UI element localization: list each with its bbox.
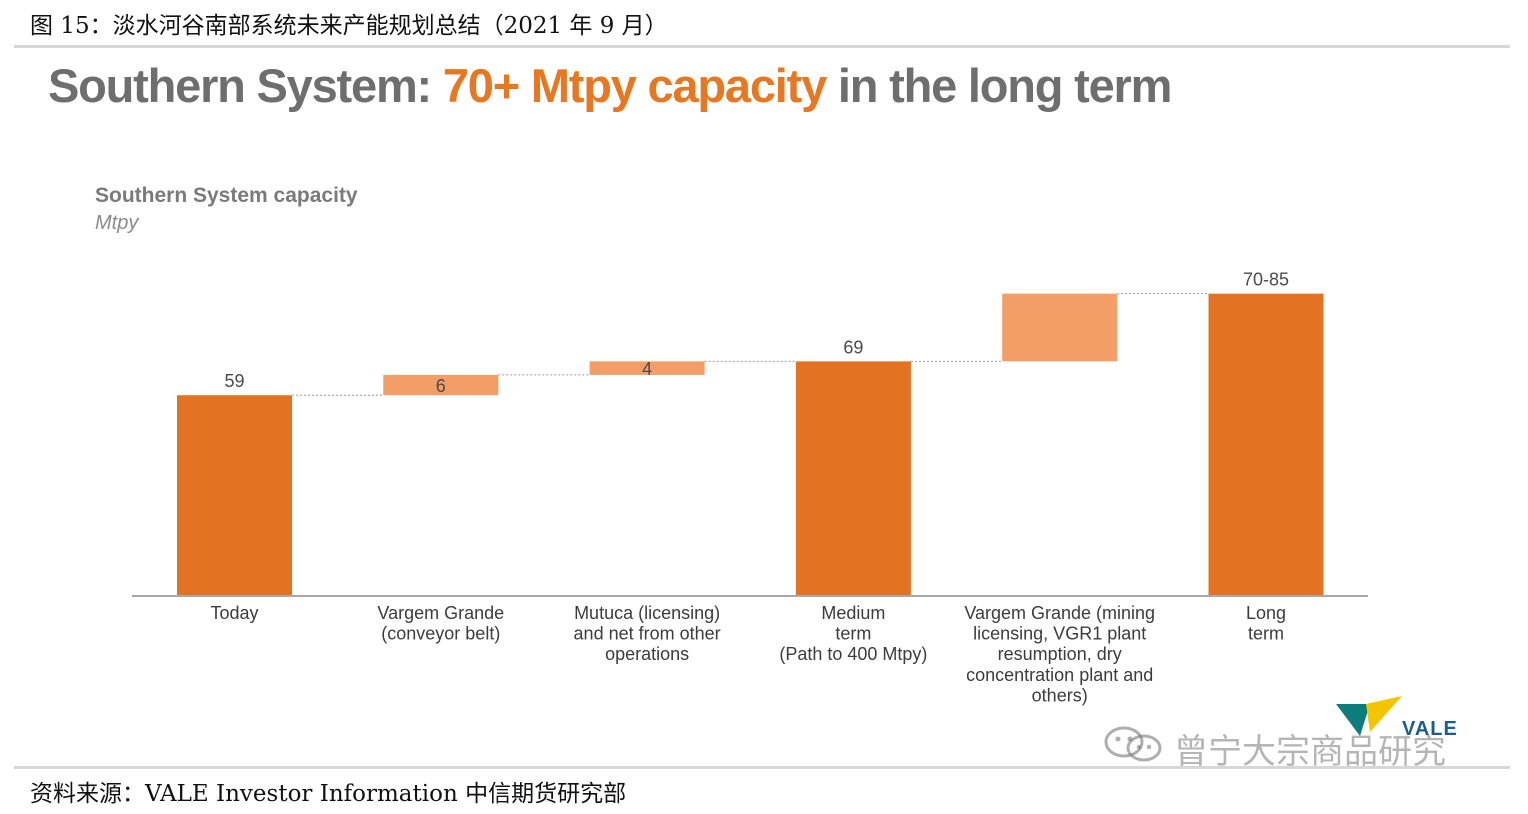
category-label: Vargem Grande: [377, 603, 504, 623]
category-label: Today: [210, 603, 258, 623]
category-label: term: [835, 624, 871, 644]
category-label: resumption, dry: [998, 644, 1122, 664]
bottom-divider: [14, 766, 1510, 769]
category-label: Medium: [821, 603, 885, 623]
slide-title: Southern System: 70+ Mtpy capacity in th…: [48, 58, 1173, 113]
category-label: and net from other: [574, 624, 721, 644]
vale-logo-icon: [1330, 696, 1410, 761]
category-label: Vargem Grande (mining: [964, 603, 1155, 623]
chart-title: Southern System capacity: [95, 184, 358, 207]
watermark-text: 曾宁大宗商品研究: [1174, 733, 1446, 771]
category-label: (conveyor belt): [381, 624, 500, 644]
slide-title-accent: 70+ Mtpy capacity: [442, 59, 827, 112]
category-label: Mutuca (licensing): [574, 603, 720, 623]
category-label: (Path to 400 Mtpy): [779, 644, 927, 664]
category-label: term: [1248, 624, 1284, 644]
increment-bar: [1002, 293, 1118, 362]
top-divider: [14, 45, 1510, 48]
chart-unit: Mtpy: [95, 212, 139, 234]
slide-title-part1: Southern System:: [48, 59, 443, 112]
category-label: licensing, VGR1 plant: [973, 624, 1146, 644]
data-label: 4: [642, 359, 652, 379]
category-label: operations: [605, 644, 689, 664]
category-label: concentration plant and: [966, 665, 1153, 685]
total-bar: [1208, 293, 1324, 595]
category-label: Long: [1246, 603, 1286, 623]
source-note: 资料来源：VALE Investor Information 中信期货研究部: [30, 781, 627, 807]
increment-bar: [589, 361, 705, 375]
slide-title-part2: in the long term: [826, 59, 1173, 112]
figure-caption: 图 15：淡水河谷南部系统未来产能规划总结（2021 年 9 月）: [30, 13, 668, 39]
increment-bar: [383, 374, 499, 396]
total-bar: [177, 395, 292, 595]
watermark: 曾宁大宗商品研究: [1102, 722, 1446, 775]
wechat-icon: [1102, 722, 1166, 775]
total-bar: [795, 361, 911, 595]
vale-logo-text: VALE: [1402, 718, 1458, 740]
data-label: 6: [436, 376, 446, 396]
data-label: 70-85: [1243, 270, 1289, 290]
category-label: others): [1032, 685, 1088, 705]
data-label: 69: [843, 337, 863, 357]
data-label: 59: [224, 371, 244, 391]
